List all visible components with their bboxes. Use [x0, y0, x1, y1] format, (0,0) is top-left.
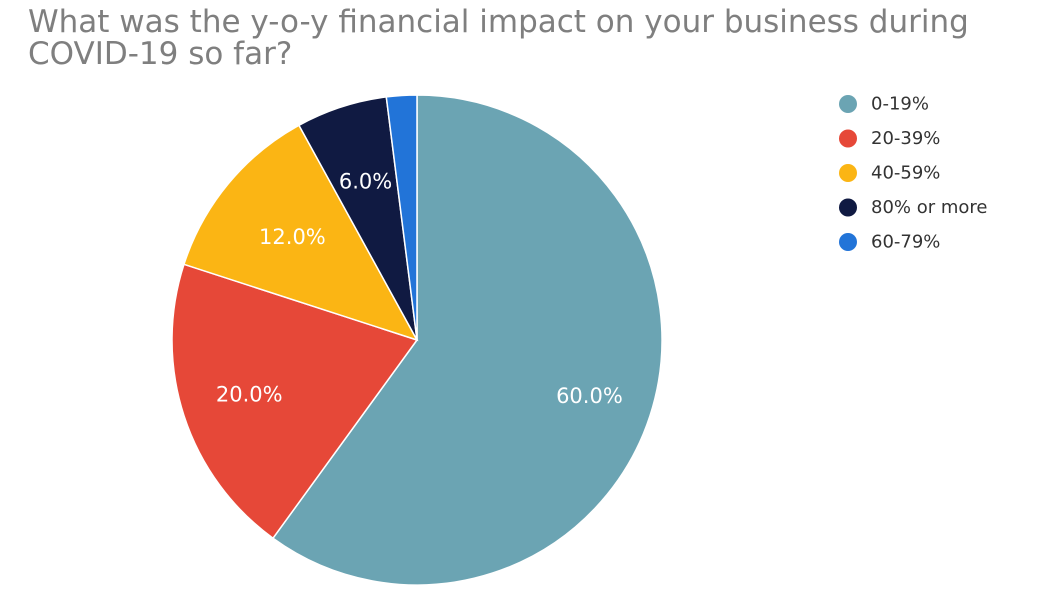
legend-item-20-39pct[interactable]: 20-39%	[839, 128, 940, 149]
legend-item-80pct-or-more[interactable]: 80% or more	[839, 197, 988, 218]
pie-slice-60-79pct[interactable]	[385, 94, 418, 341]
legend-swatch	[839, 95, 857, 113]
chart-title: What was the y-o-y financial impact on y…	[28, 4, 969, 72]
pie-slice-20-39pct[interactable]	[171, 263, 419, 540]
legend-label: 40-59%	[871, 163, 940, 184]
slice-label-20-39pct: 20.0%	[216, 383, 283, 407]
legend: 0-19% 20-39% 40-59% 80% or more 60-79%	[839, 94, 988, 253]
pie-slices	[171, 94, 663, 586]
slice-label-40-59pct: 12.0%	[259, 225, 326, 249]
slice-label-0-19pct: 60.0%	[556, 384, 623, 408]
legend-label: 60-79%	[871, 232, 940, 253]
legend-swatch	[839, 233, 857, 251]
pie-slice-40-59pct[interactable]	[183, 124, 419, 342]
slice-label-80pct-or-more: 6.0%	[339, 170, 392, 194]
legend-swatch	[839, 129, 857, 148]
legend-label: 0-19%	[871, 94, 929, 115]
legend-item-0-19pct[interactable]: 0-19%	[839, 94, 929, 115]
legend-swatch	[839, 198, 857, 217]
legend-item-60-79pct[interactable]: 60-79%	[839, 232, 940, 253]
legend-item-40-59pct[interactable]: 40-59%	[839, 163, 940, 184]
legend-label: 80% or more	[871, 197, 988, 218]
legend-label: 20-39%	[871, 128, 940, 149]
legend-swatch	[839, 164, 857, 182]
slice-labels: 60.0% 20.0% 12.0% 6.0%	[216, 170, 623, 408]
pie-slice-0-19pct[interactable]	[271, 94, 663, 586]
